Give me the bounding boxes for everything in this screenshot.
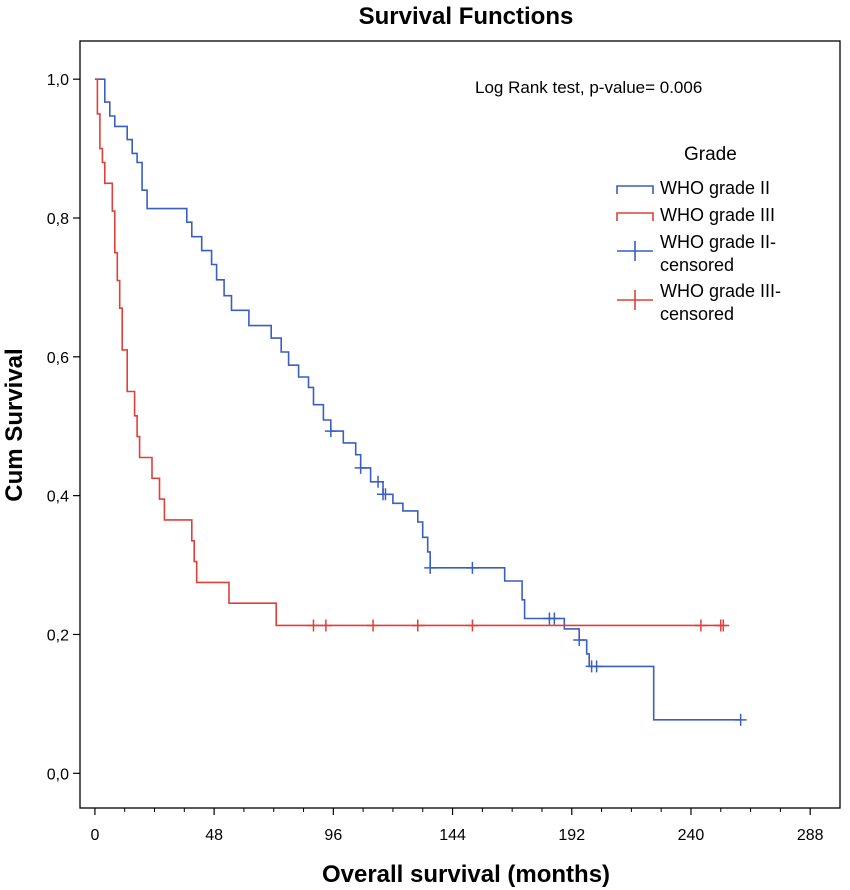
censor-mark-grade-ii — [379, 488, 392, 501]
legend: Grade WHO grade II WHO grade III WHO gra… — [616, 144, 781, 324]
y-tick-label: 0,4 — [47, 489, 69, 506]
censor-mark-grade-iii — [307, 619, 320, 632]
x-tick-label: 144 — [439, 827, 466, 844]
censor-mark-grade-ii — [734, 713, 747, 726]
legend-label-grade-ii-censored-line2: censored — [660, 255, 734, 275]
legend-label-grade-iii-censored-line1: WHO grade III- — [660, 281, 781, 301]
legend-entry-grade-ii-censored: WHO grade II- censored — [617, 232, 776, 275]
plot-series — [94, 78, 747, 726]
censor-mark-grade-ii — [548, 612, 561, 625]
censor-mark-grade-ii — [354, 461, 367, 474]
censor-mark-grade-ii — [466, 561, 479, 574]
y-tick-label: 0,8 — [47, 211, 69, 228]
legend-label-grade-ii: WHO grade II — [660, 178, 770, 198]
y-tick-label: 0,6 — [47, 350, 69, 367]
x-tick-label: 48 — [205, 827, 223, 844]
y-tick-label: 0,0 — [47, 766, 69, 783]
legend-label-grade-iii-censored-line2: censored — [660, 304, 734, 324]
censor-mark-grade-iii — [694, 619, 707, 632]
censor-mark-grade-ii — [324, 425, 337, 438]
censor-mark-grade-ii — [424, 561, 437, 574]
y-tick-label: 0,2 — [47, 627, 69, 644]
x-tick-label: 288 — [797, 827, 824, 844]
x-tick-label: 0 — [90, 827, 99, 844]
plot-frame — [79, 40, 841, 809]
y-axis-label: Cum Survival — [1, 348, 28, 501]
log-rank-annotation: Log Rank test, p-value= 0.006 — [475, 78, 702, 97]
legend-entry-grade-ii: WHO grade II — [616, 178, 770, 198]
legend-symbol-grade-ii-censored — [617, 241, 653, 261]
axis-ticks: 0 48 96 144 192 240 288 0,0 0,2 0,4 0,6 0,8 1,0 — [47, 72, 824, 844]
censor-mark-grade-iii — [717, 619, 730, 632]
censor-mark-grade-iii — [367, 619, 380, 632]
legend-label-grade-ii-censored-line1: WHO grade II- — [660, 232, 776, 252]
legend-entry-grade-iii-censored: WHO grade III- censored — [617, 281, 781, 324]
legend-entry-grade-iii: WHO grade III — [616, 205, 775, 225]
series-line-grade-ii — [94, 78, 741, 721]
chart-title: Survival Functions — [359, 3, 574, 30]
censor-mark-grade-iii — [466, 619, 479, 632]
censor-mark-grade-ii — [372, 475, 385, 488]
censor-mark-grade-iii — [319, 619, 332, 632]
censor-mark-grade-ii — [573, 634, 586, 647]
x-axis-label: Overall survival (months) — [322, 861, 610, 888]
x-tick-label: 96 — [324, 827, 342, 844]
legend-label-grade-iii: WHO grade III — [660, 205, 775, 225]
censor-mark-grade-iii — [411, 619, 424, 632]
legend-symbol-grade-ii — [616, 185, 654, 194]
series-line-grade-iii — [94, 78, 724, 627]
legend-symbol-grade-iii — [616, 212, 654, 221]
legend-title: Grade — [684, 144, 737, 165]
x-tick-label: 240 — [678, 827, 705, 844]
y-tick-label: 1,0 — [47, 72, 69, 89]
legend-symbol-grade-iii-censored — [617, 290, 653, 310]
x-tick-label: 192 — [558, 827, 585, 844]
censor-mark-grade-ii — [590, 660, 603, 673]
